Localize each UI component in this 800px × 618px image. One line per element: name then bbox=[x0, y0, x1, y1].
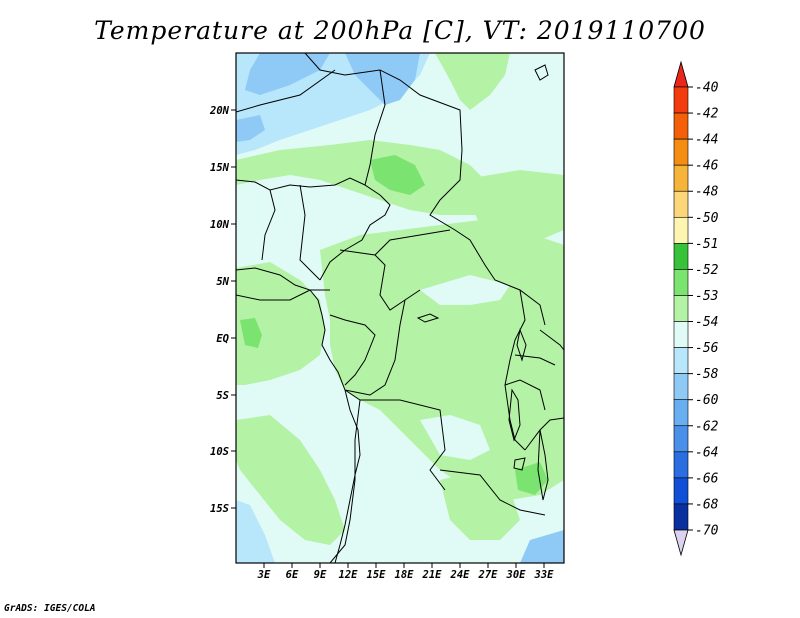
lon-axis bbox=[263, 563, 545, 568]
lon-label-6e: 6E bbox=[286, 569, 299, 581]
lon-label-9e: 9E bbox=[314, 569, 327, 581]
colorbar-bin bbox=[673, 425, 689, 453]
colorbar-bottom-triangle bbox=[673, 529, 689, 557]
colorbar-level-label: -44 bbox=[695, 133, 718, 148]
field-green-west bbox=[236, 262, 325, 385]
lat-label-5s: 5S bbox=[216, 390, 229, 402]
lat-label-10s: 10S bbox=[210, 446, 229, 458]
colorbar-level-label: -51 bbox=[695, 237, 718, 252]
colorbar-bin bbox=[673, 373, 689, 401]
coastline bbox=[236, 267, 361, 563]
lon-label-30e: 30E bbox=[506, 569, 527, 581]
colorbar-level-label: -62 bbox=[695, 419, 719, 434]
lat-axis bbox=[231, 109, 236, 509]
field-midgreen-west bbox=[240, 318, 262, 348]
colorbar-bin bbox=[673, 243, 689, 270]
colorbar-bin bbox=[673, 347, 689, 374]
colorbar-level-label: -70 bbox=[695, 524, 719, 539]
lakes bbox=[416, 64, 549, 501]
colorbar-bin bbox=[673, 399, 689, 427]
lon-label-33e: 33E bbox=[534, 569, 555, 581]
colorbar-level-label: -68 bbox=[695, 497, 719, 512]
colorbar-ticks bbox=[688, 86, 693, 531]
colorbar-top-triangle bbox=[673, 60, 689, 88]
field-blue-southeast bbox=[520, 530, 564, 563]
colorbar-bin bbox=[673, 295, 689, 322]
colorbar-bin bbox=[673, 190, 689, 218]
field-midgreen-15n bbox=[370, 155, 425, 195]
lon-label-27e: 27E bbox=[478, 569, 499, 581]
field-green-band-15n bbox=[236, 140, 500, 215]
colorbar-bin bbox=[673, 138, 689, 166]
colorbar-bin bbox=[673, 216, 689, 244]
colorbar-level-label: -66 bbox=[695, 471, 719, 486]
colorbar-level-label: -48 bbox=[695, 185, 719, 200]
lon-label-12e: 12E bbox=[339, 569, 359, 581]
lon-label-21e: 21E bbox=[422, 569, 443, 581]
field-midgreen-east bbox=[515, 462, 548, 495]
field-cyan-central-hole-2 bbox=[420, 415, 490, 460]
colorbar-labels: -40 -42 -44 -46 -48 -50 -51 -52 -53 -54 -56 -58 -60 -… bbox=[695, 81, 719, 539]
field-green-south-east bbox=[440, 470, 520, 540]
lon-label-15e: 15E bbox=[367, 569, 387, 581]
colorbar-bin bbox=[673, 321, 689, 348]
grads-credit: GrADS: IGES/COLA bbox=[4, 603, 96, 614]
field-blue-north-dark-3 bbox=[236, 115, 265, 142]
colorbar-bin bbox=[673, 269, 689, 296]
colorbar-level-label: -46 bbox=[695, 159, 719, 174]
map-area bbox=[236, 53, 564, 563]
lat-label-15s: 15S bbox=[210, 503, 229, 515]
colorbar-level-label: -58 bbox=[695, 367, 719, 382]
lat-label-10n: 10N bbox=[210, 219, 230, 231]
colorbar-level-label: -53 bbox=[695, 289, 718, 304]
field-blue-north-dark-2 bbox=[345, 53, 420, 105]
map-frame bbox=[235, 52, 565, 564]
field-green-north-east bbox=[435, 53, 510, 110]
field-green-southwest bbox=[236, 415, 345, 545]
colorbar-bin bbox=[673, 164, 689, 192]
lat-label-20n: 20N bbox=[209, 105, 230, 117]
colorbar-bin bbox=[673, 477, 689, 505]
colorbar-level-label: -60 bbox=[695, 393, 719, 408]
lat-label-5n: 5N bbox=[216, 276, 229, 288]
lon-label-24e: 24E bbox=[450, 569, 471, 581]
field-blue-north-dark bbox=[245, 53, 330, 95]
colorbar-level-label: -42 bbox=[695, 107, 719, 122]
colorbar-level-label: -56 bbox=[695, 341, 719, 356]
field-cyan-central-hole bbox=[420, 275, 510, 305]
map-title: Temperature at 200hPa [C], VT: 201911070… bbox=[94, 16, 706, 45]
colorbar-bin bbox=[673, 112, 689, 140]
colorbar-level-label: -64 bbox=[695, 445, 718, 460]
colorbar-level-label: -52 bbox=[695, 263, 719, 278]
colorbar-level-label: -54 bbox=[695, 315, 718, 330]
colorbar: -40 -42 -44 -46 -48 -50 -51 -52 -53 -54 -56 -58 -60 -… bbox=[673, 60, 719, 557]
colorbar-level-label: -50 bbox=[695, 211, 719, 226]
colorbar-bin bbox=[673, 451, 689, 479]
lat-label-15n: 15N bbox=[210, 162, 230, 174]
lon-label-3e: 3E bbox=[257, 569, 271, 581]
lon-label-18e: 18E bbox=[395, 569, 415, 581]
field-blue-southwest bbox=[236, 500, 275, 563]
colorbar-bin bbox=[673, 86, 689, 114]
colorbar-bin bbox=[673, 503, 689, 531]
colorbar-level-label: -40 bbox=[695, 81, 719, 96]
lat-label-eq: EQ bbox=[216, 333, 229, 345]
colorbar-bins bbox=[673, 86, 689, 531]
